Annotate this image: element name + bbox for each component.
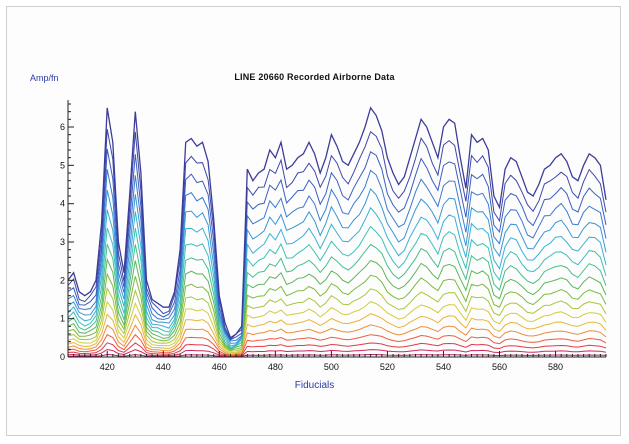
x-axis-label: Fiducials <box>294 380 335 391</box>
x-tick-label: 580 <box>548 362 563 372</box>
x-tick-label: 420 <box>100 362 115 372</box>
y-tick-label: 1 <box>60 314 65 324</box>
channel-line-10 <box>67 272 607 351</box>
chart-title: LINE 20660 Recorded Airborne Data <box>234 72 395 82</box>
x-tick-label: 500 <box>324 362 339 372</box>
channel-line-14 <box>67 324 607 356</box>
channel-line-8 <box>67 243 607 350</box>
y-tick-label: 2 <box>60 275 65 285</box>
channel-line-16 <box>67 342 607 357</box>
channel-line-6 <box>67 206 607 347</box>
channel-line-1 <box>67 106 607 339</box>
channel-line-12 <box>67 300 607 354</box>
y-tick-label: 5 <box>60 160 65 170</box>
channel-line-4 <box>67 169 607 342</box>
y-axis-label: Amp/fn <box>30 73 59 83</box>
channel-line-5 <box>67 187 607 344</box>
y-tick-label: 3 <box>60 237 65 247</box>
channel-line-2 <box>67 129 607 341</box>
x-tick-label: 440 <box>156 362 171 372</box>
y-tick-label: 4 <box>60 199 65 209</box>
channel-line-13 <box>67 313 607 355</box>
channel-line-3 <box>67 148 607 341</box>
series-layer <box>67 106 607 357</box>
x-tick-label: 560 <box>492 362 507 372</box>
x-tick-label: 540 <box>436 362 451 372</box>
y-tick-label: 6 <box>60 122 65 132</box>
channel-line-15 <box>67 333 607 356</box>
y-tick-label: 0 <box>60 352 65 362</box>
x-tick-label: 520 <box>380 362 395 372</box>
chart-frame <box>6 6 621 436</box>
x-tick-label: 460 <box>212 362 227 372</box>
axes-layer: 0 1 2 3 4 5 6 420 440 460 480 500 520 540 560 580 <box>60 100 607 372</box>
channel-line-7 <box>67 225 607 349</box>
x-tick-label: 480 <box>268 362 283 372</box>
channel-line-9 <box>67 257 607 351</box>
channel-line-11 <box>67 286 607 352</box>
